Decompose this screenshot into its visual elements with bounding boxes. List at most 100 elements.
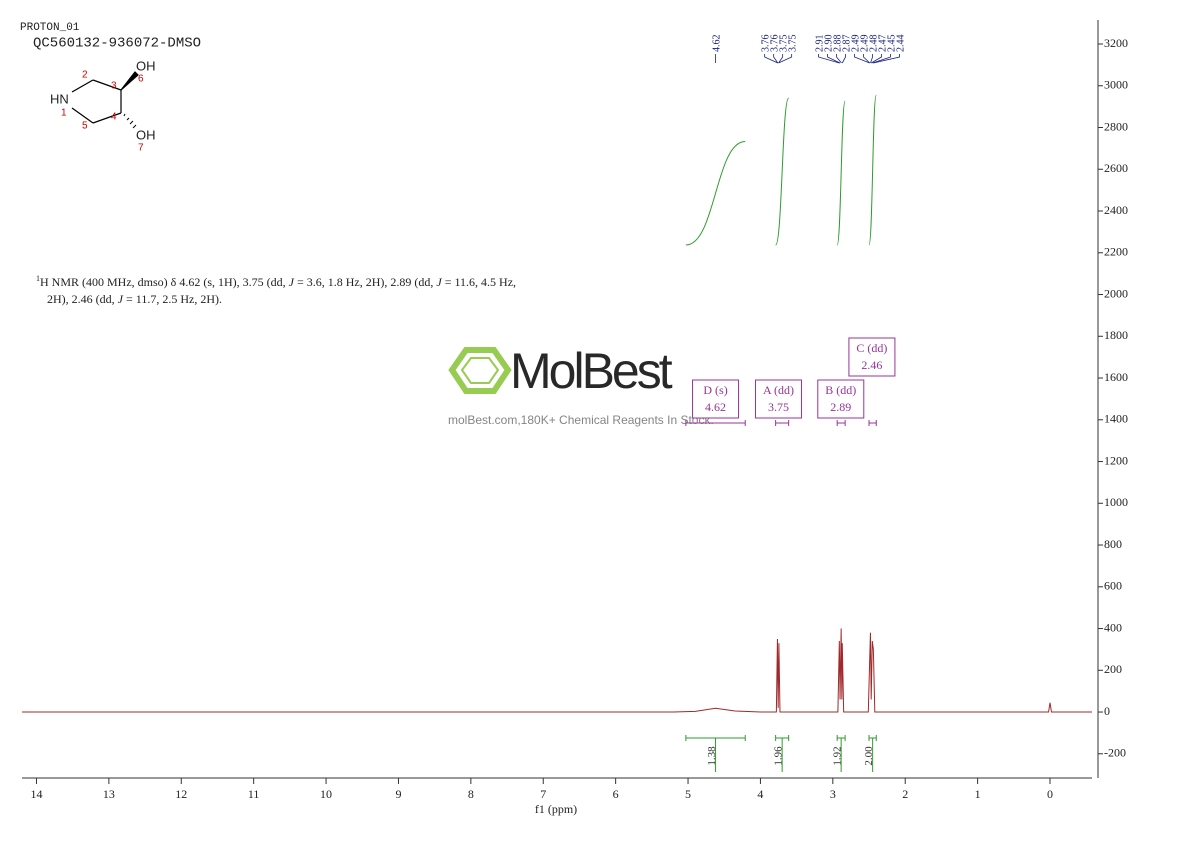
atom-number: 7 <box>138 143 144 154</box>
multiplet-label: B (dd) <box>825 383 856 397</box>
multiplet-shift: 2.46 <box>861 358 882 372</box>
text: = 11.6, 4.5 Hz, <box>442 275 516 289</box>
header-title: PROTON_01 <box>20 22 80 34</box>
brand: MolBest <box>510 343 673 399</box>
atom-number: 5 <box>82 121 88 132</box>
y-tick-label: 0 <box>1104 704 1110 718</box>
description-line: 2H), 2.46 (dd, J = 11.7, 2.5 Hz, 2H). <box>47 292 222 306</box>
x-tick-label: 7 <box>540 787 546 801</box>
peak-label: 2.88 <box>833 35 844 53</box>
x-tick-label: 8 <box>468 787 474 801</box>
peak-leader <box>870 54 873 64</box>
x-tick-label: 6 <box>613 787 619 801</box>
peak-label: 2.44 <box>896 35 907 53</box>
peak-label: 2.47 <box>878 35 889 53</box>
integral-value: 1.38 <box>706 746 718 766</box>
integral-curve <box>836 100 846 246</box>
multiplet-label: C (dd) <box>856 341 887 355</box>
x-tick-label: 12 <box>175 787 187 801</box>
x-tick-label: 3 <box>830 787 836 801</box>
peak-leader <box>778 54 784 64</box>
x-tick-label: 9 <box>395 787 401 801</box>
peak-label: 2.91 <box>815 35 826 53</box>
y-tick-label: 1000 <box>1104 495 1128 509</box>
y-tick-label: 2200 <box>1104 245 1128 259</box>
integral-value: 1.96 <box>773 746 785 766</box>
integral-bracket <box>685 735 746 772</box>
peak-label: 2.90 <box>824 35 835 53</box>
superscript: 1 <box>36 274 40 283</box>
peak-label: 2.45 <box>887 35 898 53</box>
y-tick-label: 800 <box>1104 537 1122 551</box>
peak-leader <box>841 54 846 64</box>
x-tick-label: 2 <box>902 787 908 801</box>
molecule-labels: HN OH OH 1 2 3 4 5 6 7 <box>50 58 156 153</box>
text: J <box>118 292 124 306</box>
atom-number: 2 <box>82 70 88 81</box>
peak-leader <box>778 54 793 64</box>
integral-curve <box>775 97 790 246</box>
peak-leader <box>873 54 900 64</box>
y-tick-label: 200 <box>1104 662 1122 676</box>
y-tick-label: 3000 <box>1104 78 1128 92</box>
y-tick-label: -200 <box>1104 746 1126 760</box>
text: 2H), 2.46 (dd, <box>47 292 118 306</box>
peak-leader <box>773 54 779 64</box>
x-axis-label: f1 (ppm) <box>535 802 577 816</box>
y-tick-label: 3200 <box>1104 36 1128 50</box>
integral-curve <box>868 94 877 246</box>
description-line: 1H NMR (400 MHz, dmso) δ 4.62 (s, 1H), 3… <box>36 274 516 289</box>
y-tick-label: 1200 <box>1104 453 1128 467</box>
integral-bracket <box>868 735 877 772</box>
peak-leader <box>818 54 840 64</box>
sample-name: QC560132-936072-DMSO <box>33 36 201 52</box>
peak-label: 3.75 <box>779 35 790 53</box>
peak-label: 4.62 <box>712 35 723 53</box>
x-tick-label: 10 <box>320 787 332 801</box>
atom-label: OH <box>136 58 156 73</box>
multiplet-box <box>817 379 865 419</box>
x-tick-label: 11 <box>248 787 260 801</box>
text: J <box>436 275 442 289</box>
integral-bracket <box>775 735 790 772</box>
y-tick-label: 2600 <box>1104 161 1128 175</box>
integral-bracket <box>836 735 846 772</box>
atom-label: HN <box>50 91 69 106</box>
peak-leader <box>836 54 842 64</box>
spectrum <box>22 628 1092 713</box>
x-tick-label: 4 <box>757 787 763 801</box>
atom-label: OH <box>136 127 156 142</box>
text: H NMR (400 MHz, dmso) δ 4.62 (s, 1H), 3.… <box>40 275 289 289</box>
multiplet-label: D (s) <box>703 383 727 397</box>
x-tick-label: 1 <box>975 787 981 801</box>
x-tick-label: 14 <box>30 787 42 801</box>
integral-value: 1.92 <box>832 746 844 765</box>
multiplet-range <box>868 420 877 426</box>
tagline: molBest.com,180K+ Chemical Reagents In S… <box>448 413 714 427</box>
multiplet-shift: 3.75 <box>768 400 789 414</box>
peak-label: 2.48 <box>869 35 880 53</box>
atom-number: 3 <box>111 81 117 92</box>
peak-label: 2.49 <box>860 35 871 53</box>
x-tick-label: 0 <box>1047 787 1053 801</box>
atom-number: 4 <box>111 112 117 123</box>
multiplet-range <box>775 420 790 426</box>
molecule <box>71 71 139 129</box>
text: J <box>289 275 295 289</box>
multiplet-range <box>836 420 846 426</box>
atom-number: 1 <box>61 108 67 119</box>
peak-label: 3.76 <box>761 35 772 53</box>
text: = 3.6, 1.8 Hz, 2H), 2.89 (dd, <box>294 275 436 289</box>
peak-label: 2.87 <box>842 35 853 53</box>
y-tick-label: 2800 <box>1104 119 1128 133</box>
peak-leader <box>827 54 841 64</box>
y-tick-label: 600 <box>1104 579 1122 593</box>
text: = 11.7, 2.5 Hz, 2H). <box>123 292 222 306</box>
peak-label: 2.49 <box>851 35 862 53</box>
multiplet-box <box>848 337 896 377</box>
peak-leader <box>764 54 778 64</box>
y-tick-label: 2000 <box>1104 286 1128 300</box>
integral-curve <box>685 141 746 246</box>
peak-label: 3.75 <box>788 35 799 53</box>
integral-value: 2.00 <box>863 746 875 766</box>
